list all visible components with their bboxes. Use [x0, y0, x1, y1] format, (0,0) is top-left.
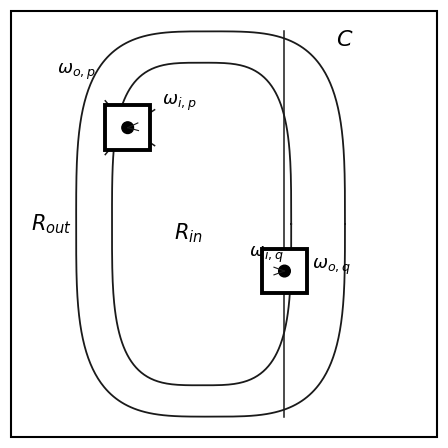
Text: $\omega_{o,q}$: $\omega_{o,q}$: [312, 256, 351, 277]
Circle shape: [122, 122, 134, 134]
Text: $\omega_{i,p}$: $\omega_{i,p}$: [162, 93, 196, 113]
Bar: [105, 105, 150, 150]
Text: $R_{in}$: $R_{in}$: [174, 221, 202, 245]
Circle shape: [279, 265, 290, 277]
Text: $\omega_{i,q}$: $\omega_{i,q}$: [249, 245, 284, 266]
Text: $\omega_{o,p}$: $\omega_{o,p}$: [57, 61, 95, 82]
Bar: [262, 249, 307, 293]
Text: $C$: $C$: [336, 30, 353, 50]
Text: $R_{out}$: $R_{out}$: [31, 212, 72, 236]
